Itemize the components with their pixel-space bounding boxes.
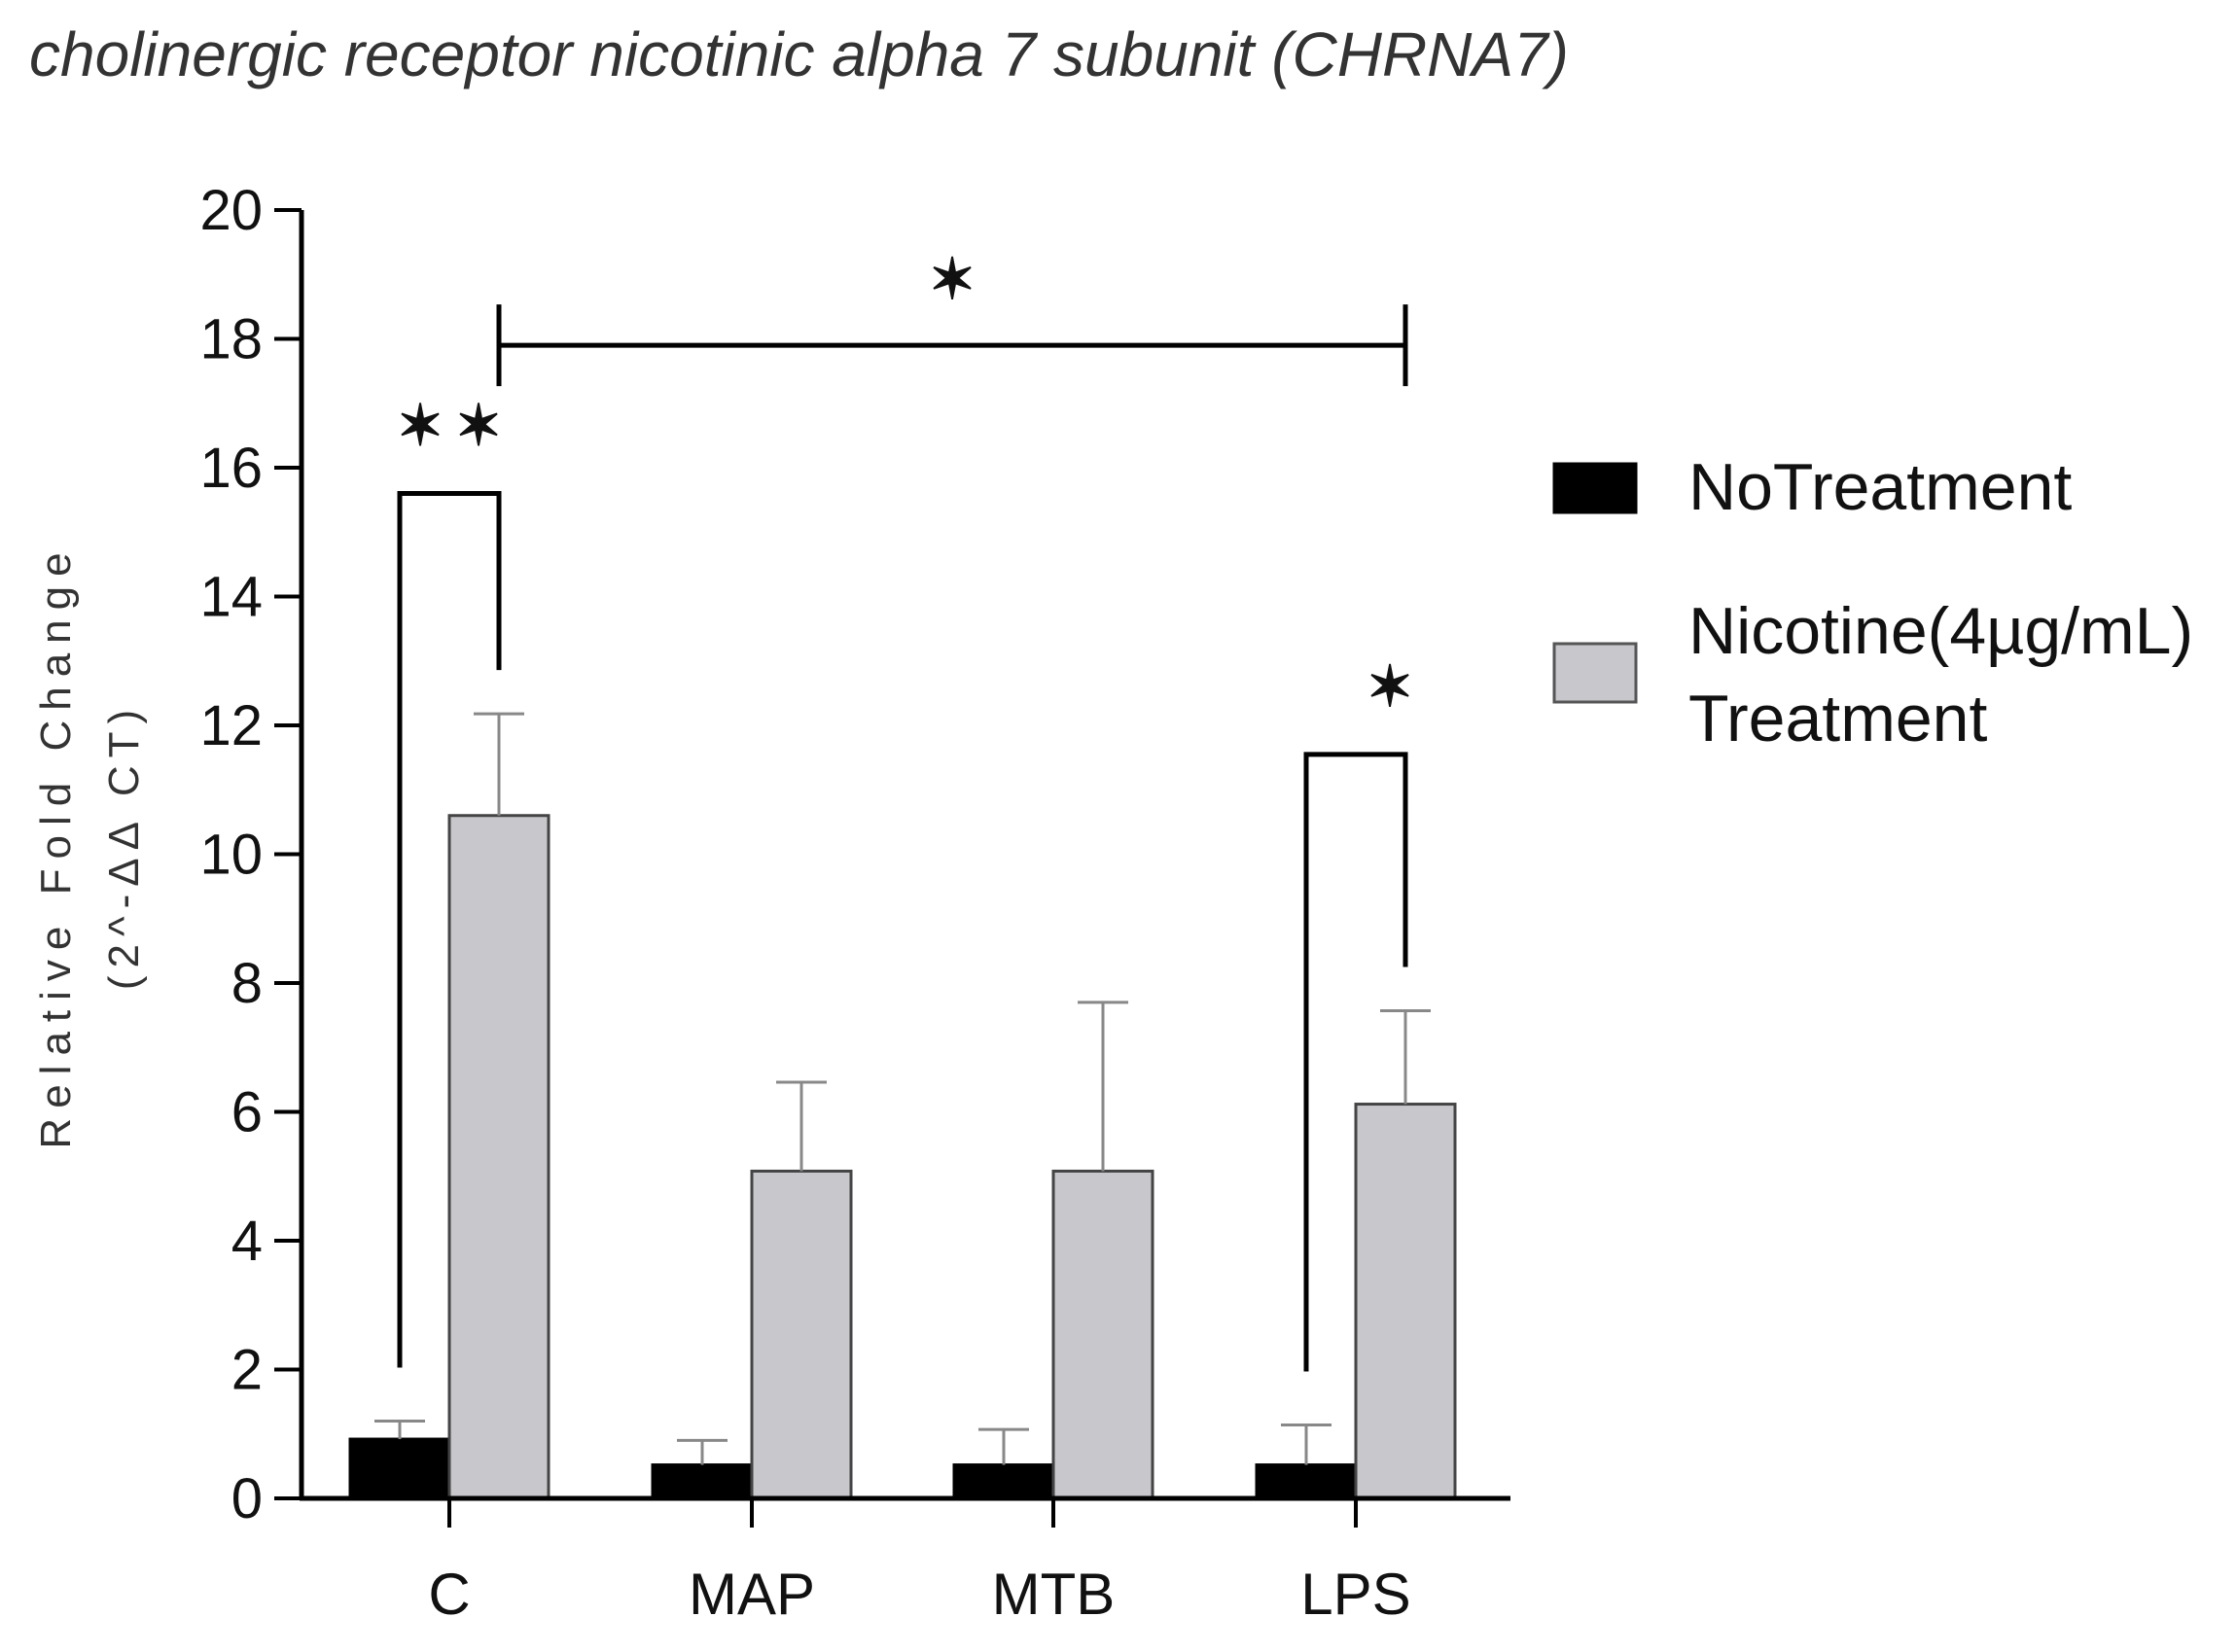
y-tick-label: 16 [199,437,263,500]
bar-nicotine-c [447,814,550,1500]
significance-star: ✶ [397,395,444,458]
legend: NoTreatment Nicotine(4µg/mL) Treatment [1552,450,2193,756]
x-tick-label: MTB [992,1562,1116,1627]
chart-title: cholinergic receptor nicotinic alpha 7 s… [29,19,1569,89]
legend-label-nicotine-line2: Treatment [1688,682,1987,756]
y-tick-label: 6 [231,1081,263,1144]
legend-label-no-treatment: NoTreatment [1688,450,2072,524]
y-axis-label-formula: (2^-ΔΔ CT) [100,702,148,990]
significance-annotations: ✶ ✶✶✶ [397,248,1414,1372]
bar-nicotine-map [750,1169,853,1500]
y-tick-label: 20 [199,179,263,242]
y-tick-label: 18 [199,308,263,371]
y-tick-label: 0 [231,1467,263,1530]
significance-star: ✶ [929,248,976,311]
bar-no-treatment-map [651,1463,754,1500]
x-tick-label: MAP [689,1562,815,1627]
x-axis-ticks: C MAP MTB LPS [428,1498,1411,1627]
y-tick-label: 4 [231,1210,263,1273]
y-tick-label: 8 [231,952,263,1015]
significance-bracket [1303,752,1408,1372]
bar-nicotine-mtb [1051,1169,1154,1500]
legend-swatch-no-treatment [1552,462,1638,514]
legend-swatch-nicotine [1552,642,1638,704]
y-tick-label: 2 [231,1339,263,1402]
bar-nicotine-lps [1354,1103,1457,1500]
x-tick-label: LPS [1300,1562,1410,1627]
significance-bracket [397,491,502,1368]
y-tick-label: 10 [199,824,263,887]
x-tick-label: C [428,1562,470,1627]
y-axis-ticks: 0 2 4 6 8 10 12 14 16 18 20 [199,179,302,1530]
legend-label-nicotine-line1: Nicotine(4µg/mL) [1688,594,2193,668]
bar-no-treatment-mtb [952,1463,1055,1500]
bars [348,814,1457,1500]
y-axis-label: Relative Fold Change [32,543,80,1148]
y-tick-label: 12 [199,694,263,757]
y-tick-label: 14 [199,566,263,629]
bar-no-treatment-c [348,1437,451,1500]
significance-star: ✶ [455,395,503,458]
bar-no-treatment-lps [1255,1463,1358,1500]
significance-star: ✶ [1367,655,1414,719]
error-bars [374,712,1431,1465]
